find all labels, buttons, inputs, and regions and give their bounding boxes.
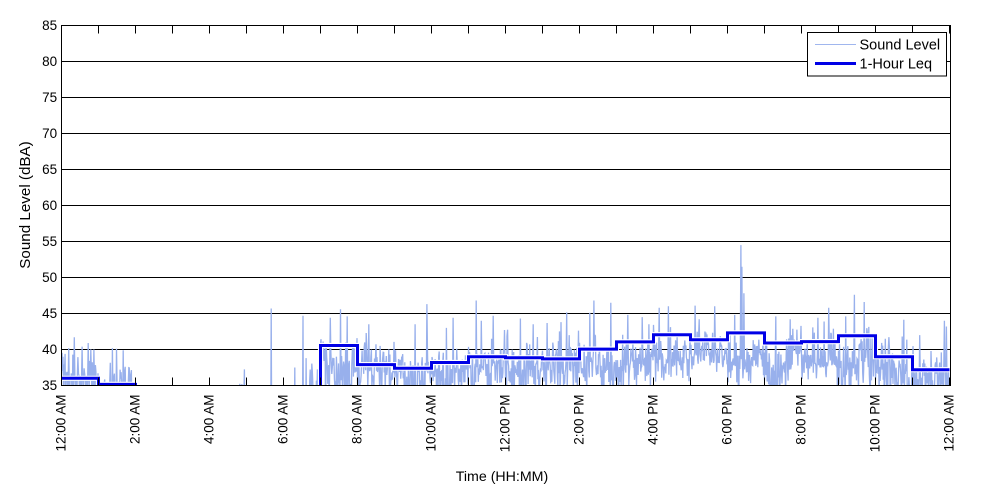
svg-text:4:00 AM: 4:00 AM [202,395,217,445]
svg-text:12:00 AM: 12:00 AM [54,395,69,452]
svg-text:85: 85 [42,18,57,33]
svg-text:60: 60 [42,198,57,213]
svg-text:40: 40 [42,342,57,357]
svg-text:8:00 AM: 8:00 AM [350,395,365,445]
svg-text:6:00 AM: 6:00 AM [276,395,291,445]
svg-text:65: 65 [42,162,57,177]
svg-text:10:00 PM: 10:00 PM [868,395,883,453]
svg-text:Sound Level (dBA): Sound Level (dBA) [17,141,34,269]
svg-text:6:00 PM: 6:00 PM [720,395,735,445]
svg-text:2:00 PM: 2:00 PM [572,395,587,445]
svg-text:10:00 AM: 10:00 AM [424,395,439,452]
svg-text:70: 70 [42,126,57,141]
svg-text:Time (HH:MM): Time (HH:MM) [456,469,548,485]
svg-text:50: 50 [42,270,57,285]
svg-text:35: 35 [42,378,57,393]
svg-text:45: 45 [42,306,57,321]
svg-text:55: 55 [42,234,57,249]
svg-text:8:00 PM: 8:00 PM [794,395,809,445]
svg-text:12:00 PM: 12:00 PM [498,395,513,453]
svg-text:2:00 AM: 2:00 AM [128,395,143,445]
svg-text:1-Hour Leq: 1-Hour Leq [860,56,933,72]
svg-text:4:00 PM: 4:00 PM [646,395,661,445]
svg-text:80: 80 [42,54,57,69]
svg-text:12:00 AM: 12:00 AM [942,395,957,452]
svg-text:75: 75 [42,90,57,105]
svg-text:Sound Level: Sound Level [860,37,941,53]
